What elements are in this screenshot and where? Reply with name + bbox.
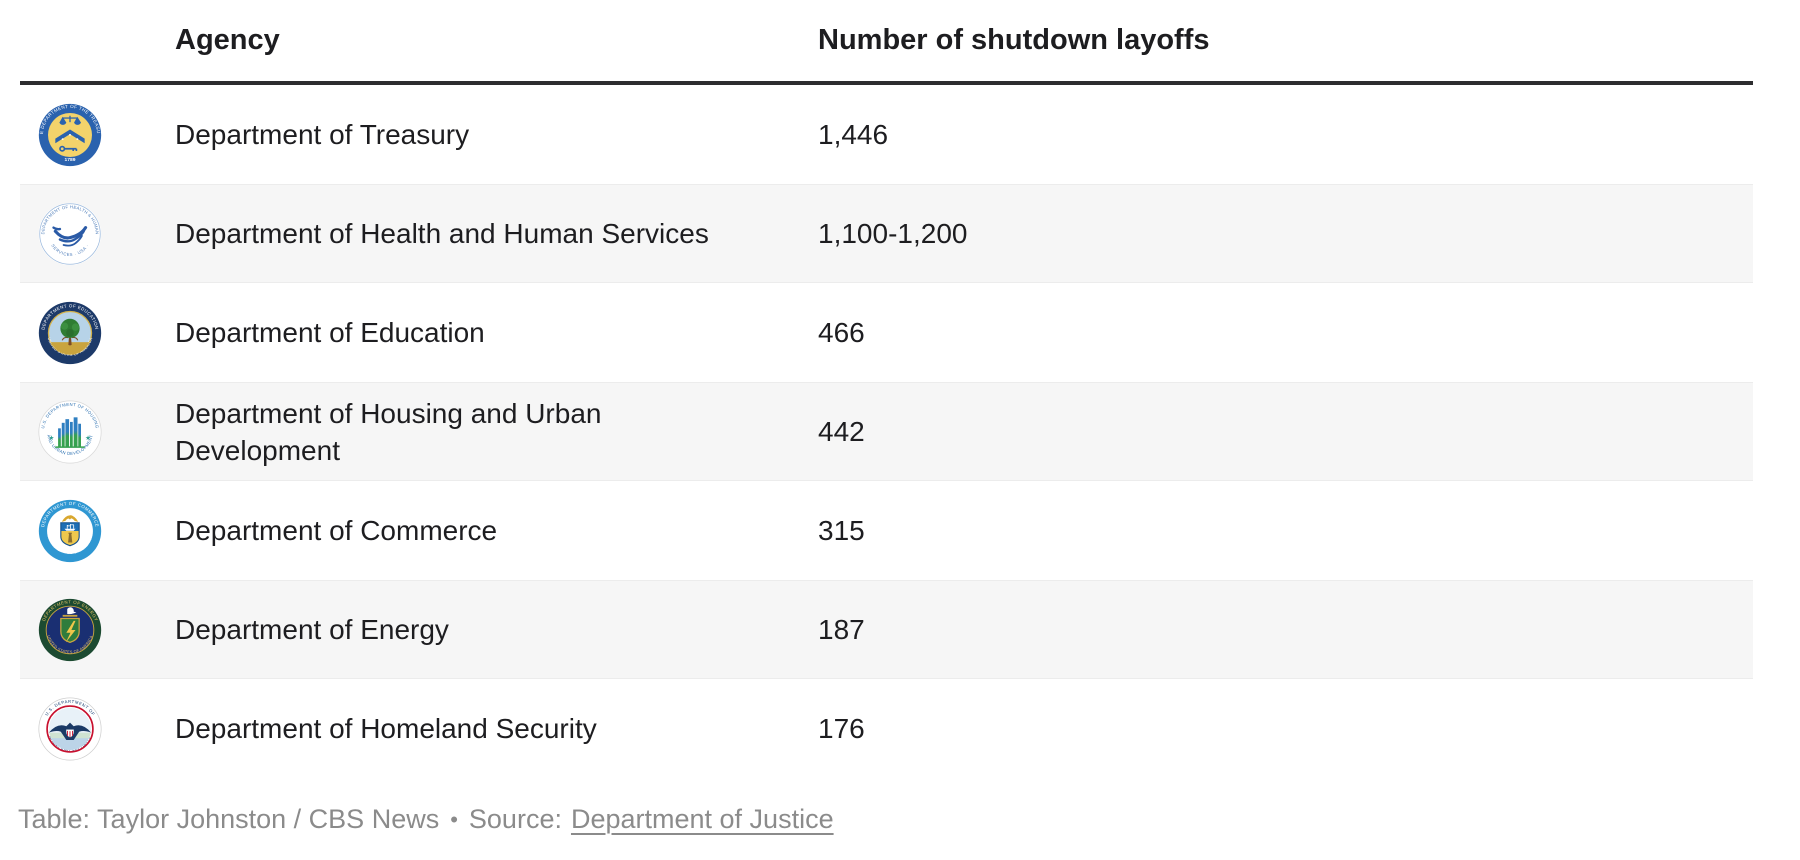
agency-name: Department of Health and Human Services [175,218,709,249]
column-header-agency-label: Agency [175,24,280,56]
treasury-seal-icon: THE DEPARTMENT OF THE TREASURY 1789 [37,102,102,166]
table-header: Agency Number of shutdown layoffs [20,0,1753,85]
agency-name: Department of Education [175,317,485,348]
layoff-count: 315 [818,514,865,546]
source-label: Source: [468,804,562,834]
layoff-count: 176 [818,712,865,744]
layoff-count: 187 [818,613,865,645]
agency-name: Department of Homeland Security [175,713,597,744]
column-header-layoffs: Number of shutdown layoffs [818,24,1210,56]
layoff-count: 442 [818,415,865,447]
table-row: DEPARTMENT OF COMMERCE UNITED STATES OF … [20,481,1753,580]
svg-text:★: ★ [85,434,91,441]
agency-name: Department of Commerce [175,515,498,546]
table-row: DEPARTMENT OF ENERGY UNITED STATES OF AM… [20,580,1753,679]
table-row: DEPARTMENT OF EDUCATION UNITED STATES OF… [20,283,1753,382]
layoff-count: 1,100-1,200 [818,217,968,249]
layoff-count: 466 [818,316,865,348]
agency-name: Department of Energy [175,614,449,645]
svg-text:★: ★ [48,434,54,441]
energy-seal-icon: DEPARTMENT OF ENERGY UNITED STATES OF AM… [38,598,102,661]
commerce-seal-icon: DEPARTMENT OF COMMERCE UNITED STATES OF … [38,499,102,562]
source-link[interactable]: Department of Justice [570,804,834,834]
column-header-agency: Agency [175,22,818,59]
table-credit: Table: Taylor Johnston / CBS News • Sour… [18,804,1800,835]
layoff-count: 1,446 [818,118,889,150]
table-row: U.S. DEPARTMENT OF HOMELAND SECURITY Dep… [20,679,1753,778]
table-row: U.S. DEPARTMENT OF HOUSING AND URBAN DEV… [20,382,1753,481]
credit-text: Table: Taylor Johnston / CBS News [18,804,440,834]
agency-name: Department of Treasury [175,119,470,150]
table-row: DEPARTMENT OF HEALTH & HUMAN SERVICES · … [20,184,1753,283]
hud-seal-icon: U.S. DEPARTMENT OF HOUSING AND URBAN DEV… [38,399,102,464]
agency-name: Department of Housing and Urban Developm… [175,397,602,466]
credit-separator: • [450,806,458,832]
education-seal-icon: DEPARTMENT OF EDUCATION UNITED STATES OF… [38,301,102,364]
dhs-seal-icon: U.S. DEPARTMENT OF HOMELAND SECURITY [38,696,102,761]
hhs-seal-icon: DEPARTMENT OF HEALTH & HUMAN SERVICES · … [38,202,102,265]
agency-layoffs-table: Agency Number of shutdown layoffs THE DE… [20,0,1753,778]
table-row: THE DEPARTMENT OF THE TREASURY 1789 Depa… [20,85,1753,184]
svg-text:1789: 1789 [65,157,76,163]
